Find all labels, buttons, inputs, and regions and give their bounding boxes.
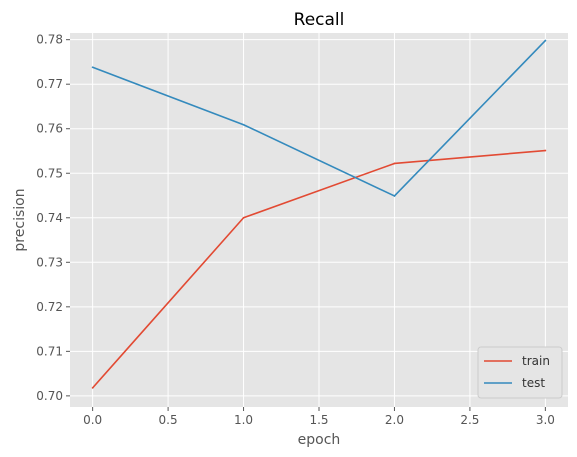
x-tick-label: 2.0 [385, 413, 404, 427]
y-axis-label: precision [12, 188, 28, 251]
y-tick-label: 0.71 [36, 344, 63, 358]
y-tick-label: 0.73 [36, 255, 63, 269]
data-point-test [92, 66, 94, 68]
y-axis-ticks: 0.70 0.71 0.72 0.73 0.74 0.75 0.76 0.77 0.78 [36, 33, 70, 403]
data-point-train [544, 150, 546, 152]
x-axis-ticks: 0.0 0.5 1.0 1.5 2.0 2.5 3.0 [83, 407, 555, 427]
x-tick-label: 1.0 [234, 413, 253, 427]
y-tick-label: 0.70 [36, 389, 63, 403]
x-tick-label: 1.5 [309, 413, 328, 427]
y-tick-label: 0.77 [36, 77, 63, 91]
y-tick-label: 0.72 [36, 300, 63, 314]
data-point-test [243, 124, 245, 126]
legend-label-test: test [522, 376, 545, 390]
x-tick-label: 2.5 [460, 413, 479, 427]
chart-title: Recall [294, 10, 345, 30]
data-point-train [243, 217, 245, 219]
data-point-train [92, 387, 94, 389]
x-axis-label: epoch [298, 432, 341, 448]
data-point-train [394, 163, 396, 165]
data-point-test [394, 195, 396, 197]
legend: train test [478, 347, 562, 398]
legend-label-train: train [522, 354, 550, 368]
x-tick-label: 0.0 [83, 413, 102, 427]
y-tick-label: 0.75 [36, 166, 63, 180]
x-tick-label: 0.5 [159, 413, 178, 427]
y-tick-label: 0.74 [36, 211, 63, 225]
x-tick-label: 3.0 [536, 413, 555, 427]
data-point-test [544, 40, 546, 42]
y-tick-label: 0.76 [36, 122, 63, 136]
y-tick-label: 0.78 [36, 33, 63, 47]
